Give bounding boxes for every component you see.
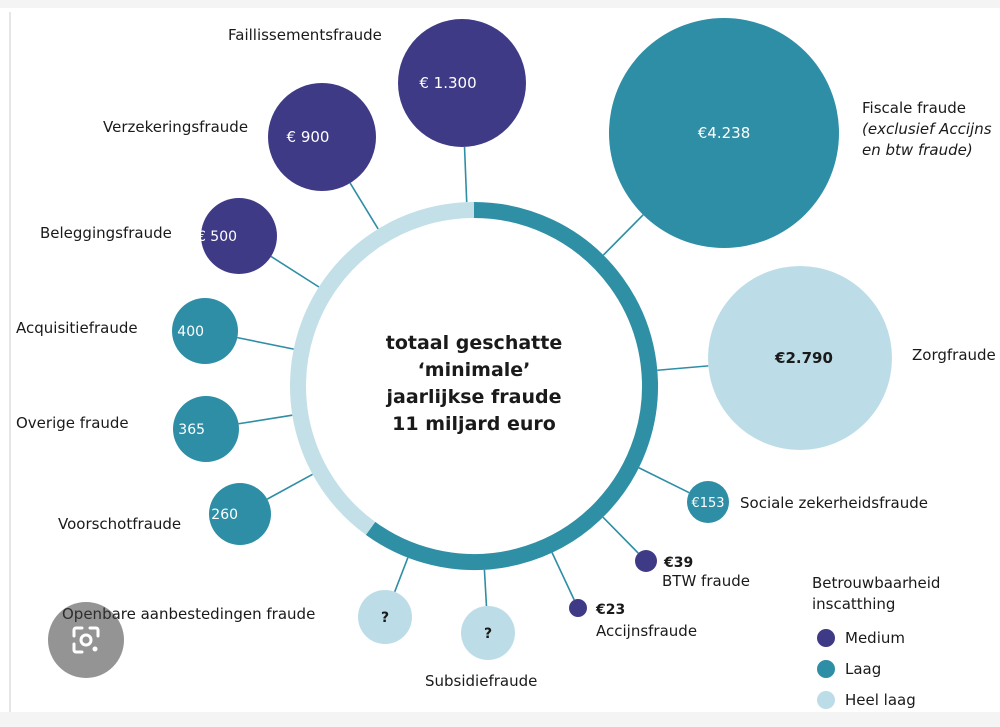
legend-title: Betrouwbaarheid [812,574,940,592]
frame-bottom [0,712,1000,727]
value-label-voorschotfraude: € 260 [198,507,238,523]
connector-subsidiefraude [483,569,488,607]
connector-overige-fraude [238,414,293,425]
connector-acquisitiefraude [237,336,294,350]
connector-openbare-aanbestedingen-fraude [393,557,409,593]
connector-accijnsfraude [551,552,575,601]
center-label: totaal geschatte ‘minimale’ jaarlijkse fra… [386,332,563,435]
connector-faillissementsfraude [463,146,468,203]
value-label-beleggingsfraude: € 500 [197,229,237,245]
connector-verzekeringsfraude [349,182,379,230]
category-label-btw-fraude: BTW fraude [662,572,750,590]
bubbles: € 1.300 € 900 € 500 € 400 € 365 € 260?? €153 €2… [164,18,892,660]
legend-swatch-laag [817,660,835,678]
frame-left [9,12,11,712]
center-text-line: totaal geschatte [386,332,562,354]
category-label-acquisitiefraude: Acquisitiefraude [16,319,138,337]
frame-top [0,0,1000,8]
value-label-sociale-zekerheidsfraude: €153 [691,496,724,511]
bubble-openbare-aanbestedingen-fraude [358,590,412,644]
legend-label-medium: Medium [845,629,905,647]
legend-label-heel-laag: Heel laag [845,691,916,709]
lens-icon [72,626,100,654]
ring-segment-uncertain [290,202,475,535]
center-text-line: 11 miljard euro [392,413,556,435]
connector-btw-fraude [602,516,639,554]
connector-beleggingsfraude [270,255,320,288]
category-label-voorschotfraude: Voorschotfraude [58,515,181,533]
category-label-subsidiefraude: Subsidiefraude [425,672,537,690]
category-label-openbare-aanbestedingen-fraude: Openbare aanbestedingen fraude [62,605,315,623]
category-label-beleggingsfraude: Beleggingsfraude [40,224,172,242]
bubble-overige-fraude [173,396,239,462]
value-label-openbare-aanbestedingen-fraude: ? [381,610,389,626]
bubble-acquisitiefraude [172,298,238,364]
bubble-beleggingsfraude [201,198,277,274]
value-label-btw-fraude: €39 [663,555,693,571]
legend: Betrouwbaarheid inscatthing Medium Laag Heel… [812,574,940,709]
bubble-btw-fraude [635,550,657,572]
bubble-faillissementsfraude [398,19,526,147]
center-text-line: ‘minimale’ [418,359,531,381]
connector-fiscale-fraude [602,214,644,256]
bubble-accijnsfraude [569,599,587,617]
legend-swatch-medium [817,629,835,647]
value-label-verzekeringsfraude: € 900 [287,128,330,146]
category-label-faillissementsfraude: Faillissementsfraude [228,26,382,44]
connector-zorgfraude [657,365,709,372]
center-text-line: jaarlijkse fraude [386,386,562,408]
bubble-subsidiefraude [461,606,515,660]
legend-swatch-heel-laag [817,691,835,709]
category-label-accijnsfraude: Accijnsfraude [596,622,697,640]
ring-segment-known [365,202,658,570]
category-sublabel-fiscale-fraude: en btw fraude) [862,141,973,159]
category-label-fiscale-fraude: Fiscale fraude [862,99,966,117]
bubble-fiscale-fraude [609,18,839,248]
value-label-subsidiefraude: ? [484,626,492,642]
bubble-sociale-zekerheidsfraude [687,481,729,523]
value-label-zorgfraude: €2.790 [774,349,833,367]
value-label-acquisitiefraude: € 400 [164,324,204,340]
category-label-zorgfraude: Zorgfraude [912,346,996,364]
category-labels: Faillissementsfraude Verzekeringsfraude Be… [16,26,996,690]
category-label-verzekeringsfraude: Verzekeringsfraude [103,118,248,136]
legend-title: inscatthing [812,595,895,613]
category-label-sociale-zekerheidsfraude: Sociale zekerheidsfraude [740,494,928,512]
value-label-fiscale-fraude: €4.238 [698,124,751,142]
lens-search-button[interactable] [48,602,124,678]
connector-voorschotfraude [266,473,313,500]
total-ring [290,202,658,570]
connector-lines [237,146,709,607]
value-label-overige-fraude: € 365 [165,422,205,438]
connector-sociale-zekerheidsfraude [638,467,690,494]
value-label-accijnsfraude: €23 [595,602,625,618]
bubble-voorschotfraude [209,483,271,545]
value-label-faillissementsfraude: € 1.300 [419,74,476,92]
category-sublabel-fiscale-fraude: (exclusief Accijns [862,120,992,138]
category-label-overige-fraude: Overige fraude [16,414,129,432]
legend-label-laag: Laag [845,660,881,678]
bubble-verzekeringsfraude [268,83,376,191]
bubble-zorgfraude [708,266,892,450]
